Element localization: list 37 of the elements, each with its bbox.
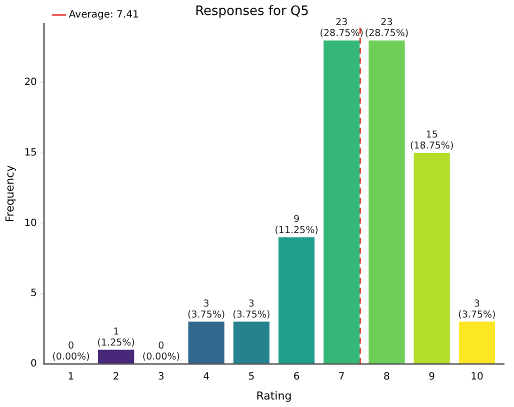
- data-label: 1 (1.25%): [97, 326, 135, 348]
- legend-label: Average: 7.41: [68, 10, 139, 21]
- data-label: 15 (18.75%): [410, 130, 454, 152]
- y-tick-label: 0: [30, 358, 37, 370]
- data-label: 3 (3.75%): [458, 298, 496, 320]
- bar: [98, 350, 134, 364]
- bar: [233, 322, 270, 364]
- x-tick-label: 10: [470, 371, 484, 382]
- data-label: 3 (3.75%): [232, 298, 270, 320]
- data-label: 9 (11.25%): [274, 214, 318, 236]
- data-label: 0 (0.00%): [142, 340, 180, 363]
- x-tick-label: 2: [112, 371, 120, 382]
- x-tick-label: 1: [68, 371, 74, 382]
- bar: [458, 322, 495, 364]
- x-axis-title: Rating: [256, 389, 292, 402]
- y-tick-label: 10: [24, 218, 37, 229]
- y-axis-title: Frequency: [3, 164, 16, 222]
- bar: [324, 40, 360, 364]
- x-tick-label: 9: [428, 371, 436, 382]
- data-label: 3 (3.75%): [188, 298, 226, 320]
- data-label: 23 (28.75%): [320, 17, 364, 40]
- y-tick-label: 5: [30, 288, 37, 300]
- x-tick-label: 6: [293, 371, 300, 382]
- x-tick-label: 5: [248, 371, 255, 382]
- x-tick-label: 7: [338, 371, 345, 382]
- bar: [368, 40, 405, 364]
- bar: [414, 152, 450, 364]
- x-tick-label: 4: [203, 371, 210, 382]
- y-tick-label: 20: [24, 77, 37, 88]
- chart-title: Responses for Q5: [195, 4, 309, 20]
- x-tick-label: 3: [158, 371, 164, 382]
- bar: [188, 322, 224, 364]
- data-label: 0 (0.00%): [52, 340, 90, 363]
- y-tick-label: 15: [24, 148, 37, 159]
- bar: [278, 237, 315, 364]
- x-tick-label: 8: [384, 371, 390, 382]
- data-label: 23 (28.75%): [364, 17, 409, 40]
